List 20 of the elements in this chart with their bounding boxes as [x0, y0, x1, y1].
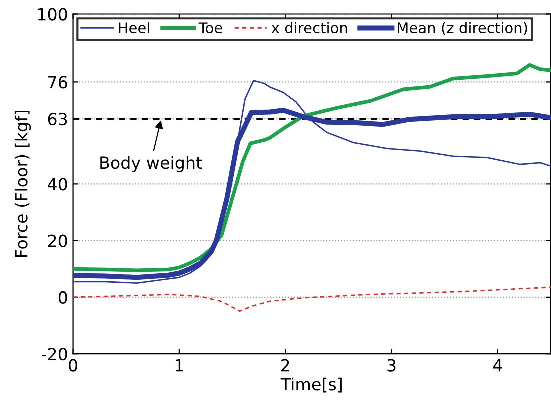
annotation: Body weight	[100, 156, 202, 172]
x-tick-label: 4	[493, 359, 502, 372]
y-tick-label: 76	[48, 76, 68, 89]
y-tick-label: 63	[48, 112, 68, 126]
y-axis-title: Force (Floor) [kgf]	[14, 110, 32, 258]
y-tick-label: -20	[42, 348, 68, 361]
y-tick-label: 0	[58, 291, 68, 304]
x-tick-label: 1	[176, 359, 184, 372]
x-tick-label: 2	[282, 359, 290, 372]
y-tick-label: 20	[48, 234, 68, 248]
legend-label: Toe	[198, 22, 222, 34]
y-tick-label: 100	[38, 8, 68, 21]
legend-label: x direction	[272, 22, 348, 34]
line-series	[73, 286, 551, 312]
x-tick-label: 3	[388, 359, 396, 372]
legend-label: Heel	[119, 22, 150, 34]
y-tick-label: 40	[48, 178, 68, 191]
x-tick-label: 0	[69, 359, 78, 372]
legend-label: Mean (z direction)	[398, 22, 528, 36]
x-axis-title: Time[s]	[280, 378, 342, 393]
